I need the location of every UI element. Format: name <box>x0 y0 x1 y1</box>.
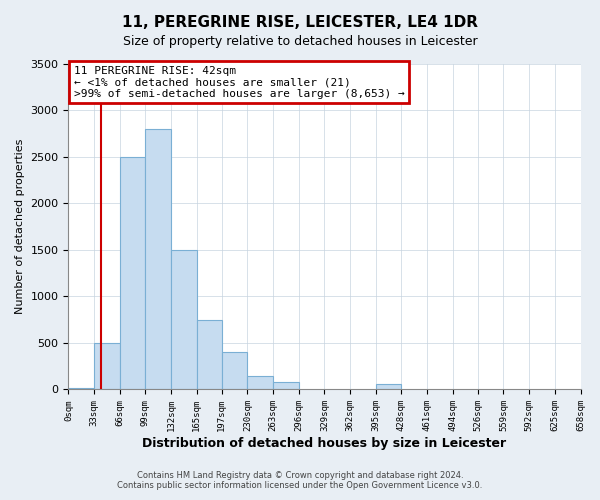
Bar <box>273 382 299 390</box>
Bar <box>68 388 94 390</box>
Bar <box>376 384 401 390</box>
Text: 11 PEREGRINE RISE: 42sqm
← <1% of detached houses are smaller (21)
>99% of semi-: 11 PEREGRINE RISE: 42sqm ← <1% of detach… <box>74 66 404 99</box>
Bar <box>171 250 197 390</box>
Bar <box>222 352 247 390</box>
Text: Contains HM Land Registry data © Crown copyright and database right 2024.
Contai: Contains HM Land Registry data © Crown c… <box>118 470 482 490</box>
Bar <box>94 343 120 390</box>
Bar <box>145 129 171 390</box>
Y-axis label: Number of detached properties: Number of detached properties <box>15 139 25 314</box>
Bar <box>197 320 222 390</box>
X-axis label: Distribution of detached houses by size in Leicester: Distribution of detached houses by size … <box>142 437 506 450</box>
Text: 11, PEREGRINE RISE, LEICESTER, LE4 1DR: 11, PEREGRINE RISE, LEICESTER, LE4 1DR <box>122 15 478 30</box>
Text: Size of property relative to detached houses in Leicester: Size of property relative to detached ho… <box>122 35 478 48</box>
Bar <box>247 376 273 390</box>
Bar <box>120 157 145 390</box>
